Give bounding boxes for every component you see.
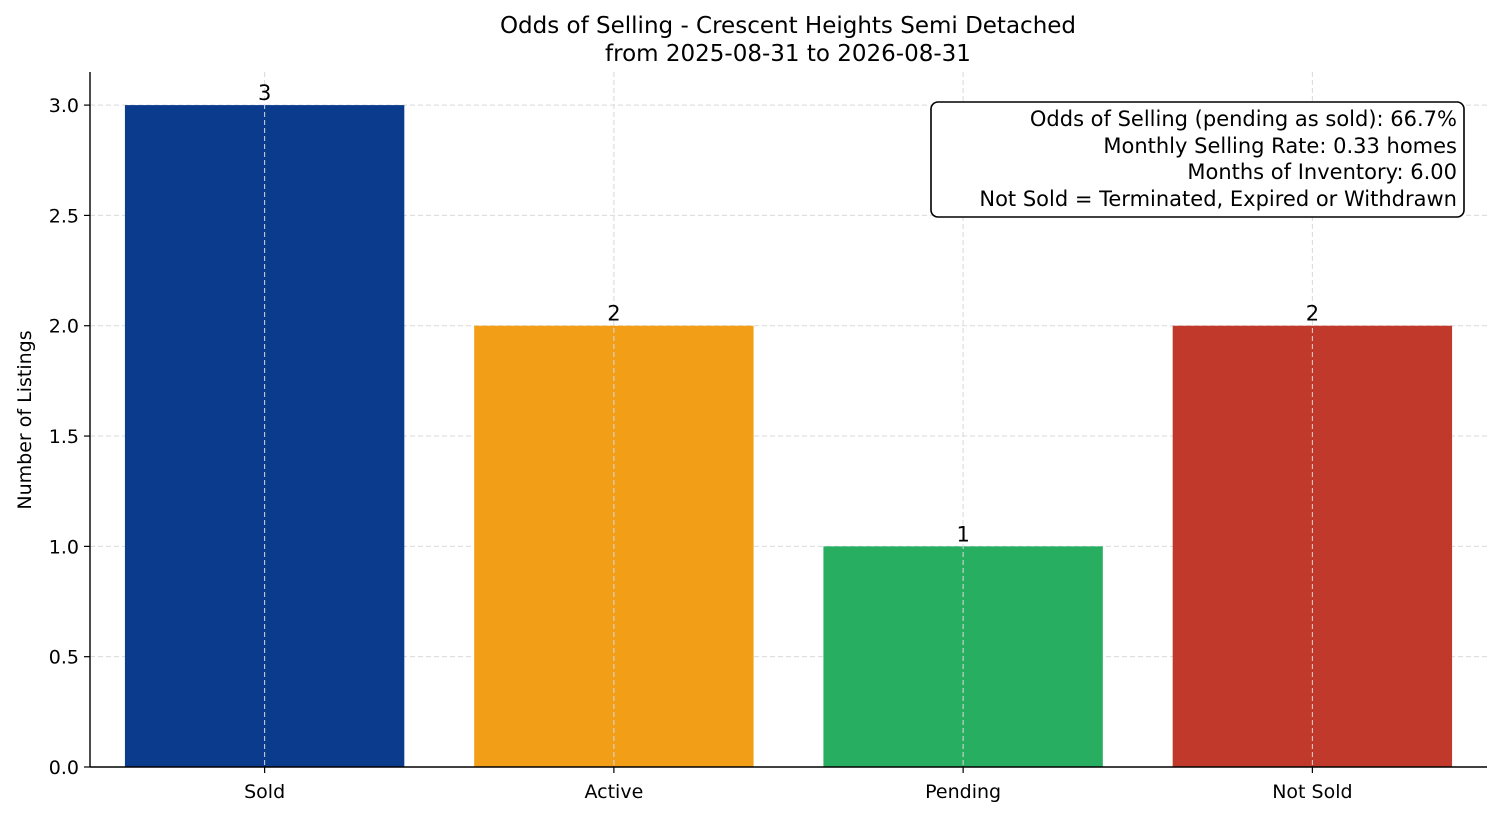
bar-value-label-active: 2 — [607, 302, 620, 326]
x-ticks: Sold Active Pending Not Sold — [244, 767, 1353, 803]
bars-layer — [124, 72, 1453, 768]
y-tick-label: 2.0 — [49, 316, 79, 338]
bar-value-label-not-sold: 2 — [1306, 302, 1319, 326]
bar-value-label-sold: 3 — [258, 81, 271, 105]
annotation-line-definition: Not Sold = Terminated, Expired or Withdr… — [979, 187, 1457, 211]
axes-layer — [89, 72, 1487, 768]
x-tick-label-active: Active — [584, 781, 643, 803]
y-tick-label: 0.0 — [49, 757, 79, 779]
chart-subtitle: from 2025-08-31 to 2026-08-31 — [605, 41, 971, 67]
bar-value-label-pending: 1 — [956, 522, 969, 546]
y-axis-label: Number of Listings — [14, 330, 36, 509]
y-tick-label: 0.5 — [49, 647, 79, 669]
annotation-border — [930, 101, 1465, 218]
y-tick-label: 1.0 — [49, 536, 79, 558]
y-ticks: 0.0 0.5 1.0 1.5 2.0 2.5 3.0 — [49, 95, 90, 779]
y-tick-label: 1.5 — [49, 426, 79, 448]
annotation-line-rate: Monthly Selling Rate: 0.33 homes — [1103, 134, 1457, 158]
stats-annotation-box: Odds of Selling (pending as sold): 66.7%… — [930, 101, 1465, 218]
annotation-line-odds: Odds of Selling (pending as sold): 66.7% — [1030, 107, 1457, 131]
chart-title: Odds of Selling - Crescent Heights Semi … — [500, 13, 1076, 39]
y-tick-label: 2.5 — [49, 205, 79, 227]
y-tick-label: 3.0 — [49, 95, 79, 117]
annotation-line-inventory: Months of Inventory: 6.00 — [1187, 160, 1457, 184]
x-tick-label-not-sold: Not Sold — [1272, 781, 1352, 803]
bar-value-labels: 3 2 1 2 — [258, 81, 1319, 546]
x-tick-label-pending: Pending — [925, 781, 1001, 803]
x-tick-label-sold: Sold — [244, 781, 285, 803]
